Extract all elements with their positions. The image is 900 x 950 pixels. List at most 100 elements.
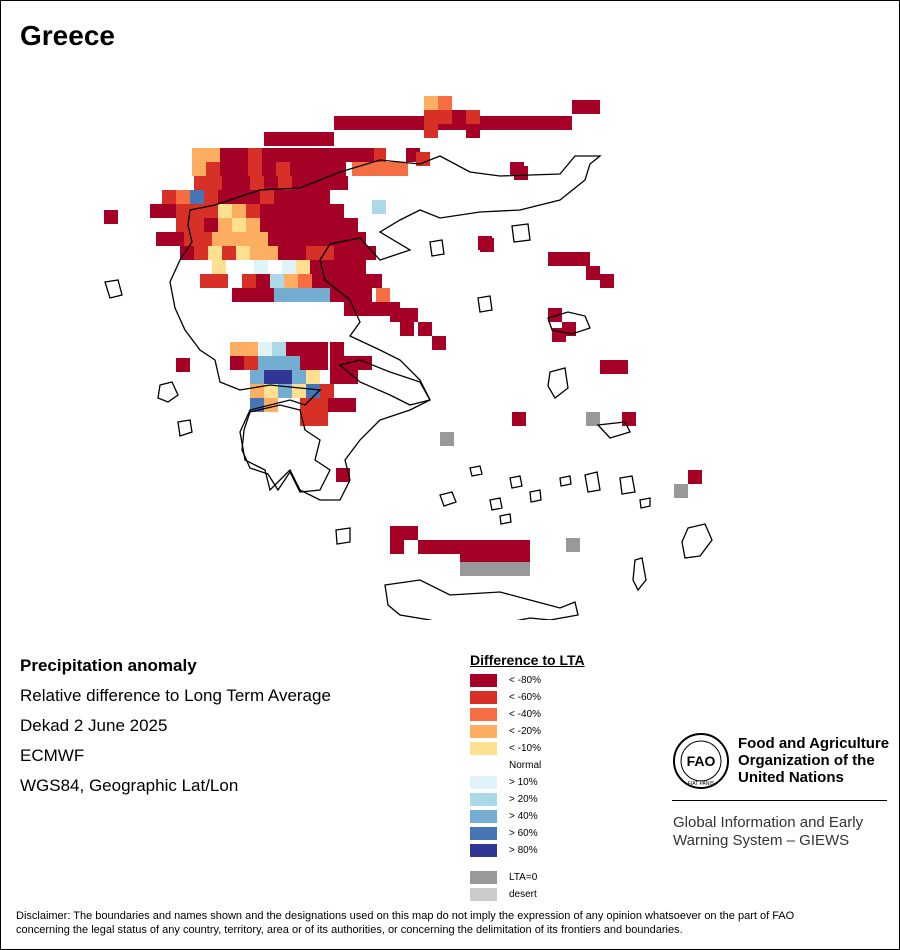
grid-cell [372,302,386,316]
lesbos-outline [547,311,591,335]
grid-cell [162,204,176,218]
grid-cell [244,342,258,356]
grid-cell [162,190,176,204]
grid-cell [576,252,590,266]
crete-outline [384,579,579,620]
grid-cell [432,540,446,554]
grid-cell [272,342,286,356]
grid-cell [562,252,576,266]
grid-cell [516,562,530,576]
grid-cell [244,356,258,370]
grid-cell [544,116,558,130]
grid-cell [254,260,268,274]
grid-cell [206,148,220,162]
grid-cell [314,412,328,426]
grid-cell [290,162,304,176]
grid-cell [432,336,446,350]
legend-extra: LTA=0 desert [470,869,585,903]
legend-item-0: < -80% [470,672,585,689]
corfu-outline [104,279,123,299]
grid-cell [314,342,328,356]
grid-cell [264,370,278,384]
grid-cell [502,562,516,576]
samothrace-outline [511,223,531,243]
grid-cell [372,148,386,162]
grid-cell [530,116,544,130]
disclaimer: Disclaimer: The boundaries and names sho… [16,910,795,936]
grid-cell [260,288,274,302]
grid-cell [334,246,348,260]
grid-cell [278,132,292,146]
grid-cell [304,148,318,162]
grid-cell [566,538,580,552]
grid-cell [282,260,296,274]
fao-logo: FAO FIAT PANIS [673,733,729,789]
legend-label: < -80% [509,675,541,686]
grid-cell [242,274,256,288]
grid-cell [208,176,222,190]
grid-cell [474,540,488,554]
kythira-outline [335,527,351,545]
grid-cell [250,370,264,384]
grid-cell [376,116,390,130]
grid-cell [614,360,628,374]
grid-cell [586,100,600,114]
legend-label: LTA=0 [509,872,538,883]
legend-swatch [470,759,497,772]
grid-cell [296,232,310,246]
grid-cell [260,218,274,232]
grid-cell [274,190,288,204]
grid-cell [548,308,562,322]
grid-cell [320,176,334,190]
grid-cell [548,252,562,266]
grid-cell [278,370,292,384]
legend-item-2: < -40% [470,706,585,723]
legend-swatch [470,674,497,687]
legend-items: < -80% < -60% < -40% < -20% < -10% Normal > 10… [470,672,585,859]
grid-cell [404,308,418,322]
legend-item-5: Normal [470,757,585,774]
legend-label: desert [509,889,537,900]
grid-cell [234,162,248,176]
legend-label: Normal [509,760,542,771]
peloponnese-outline [241,404,331,493]
grid-cell [416,152,430,166]
grid-cell [362,246,376,260]
grid-cell [516,540,530,554]
grid-cell [312,274,326,288]
grid-cell [288,288,302,302]
grid-cell [452,110,466,124]
grid-cell [250,176,264,190]
grid-cell [440,432,454,446]
legend-label: > 20% [509,794,538,805]
karpathos-outline [632,557,647,592]
grid-cell [290,148,304,162]
grid-cell [460,540,474,554]
grid-cell [600,274,614,288]
grid-cell [264,246,278,260]
grid-cell [194,246,208,260]
grid-cell [286,342,300,356]
grid-cell [190,190,204,204]
grid-cell [488,116,502,130]
logo-text: FAO [687,753,716,769]
grid-cell [502,540,516,554]
grid-cell [314,398,328,412]
legend-label: > 10% [509,777,538,788]
grid-cell [438,96,452,110]
grid-cell [288,190,302,204]
grid-cell [586,266,600,280]
legend-label: > 80% [509,845,538,856]
legend-item-1: < -60% [470,689,585,706]
grid-cell [292,246,306,260]
grid-cell [330,342,344,356]
grid-cell [218,218,232,232]
grid-cell [206,162,220,176]
grid-cell [314,356,328,370]
grid-cell [204,190,218,204]
grid-cell [348,246,362,260]
grid-cell [272,356,286,370]
info-source: ECMWF [20,746,85,765]
legend-label: < -60% [509,692,541,703]
grid-cell [380,162,394,176]
